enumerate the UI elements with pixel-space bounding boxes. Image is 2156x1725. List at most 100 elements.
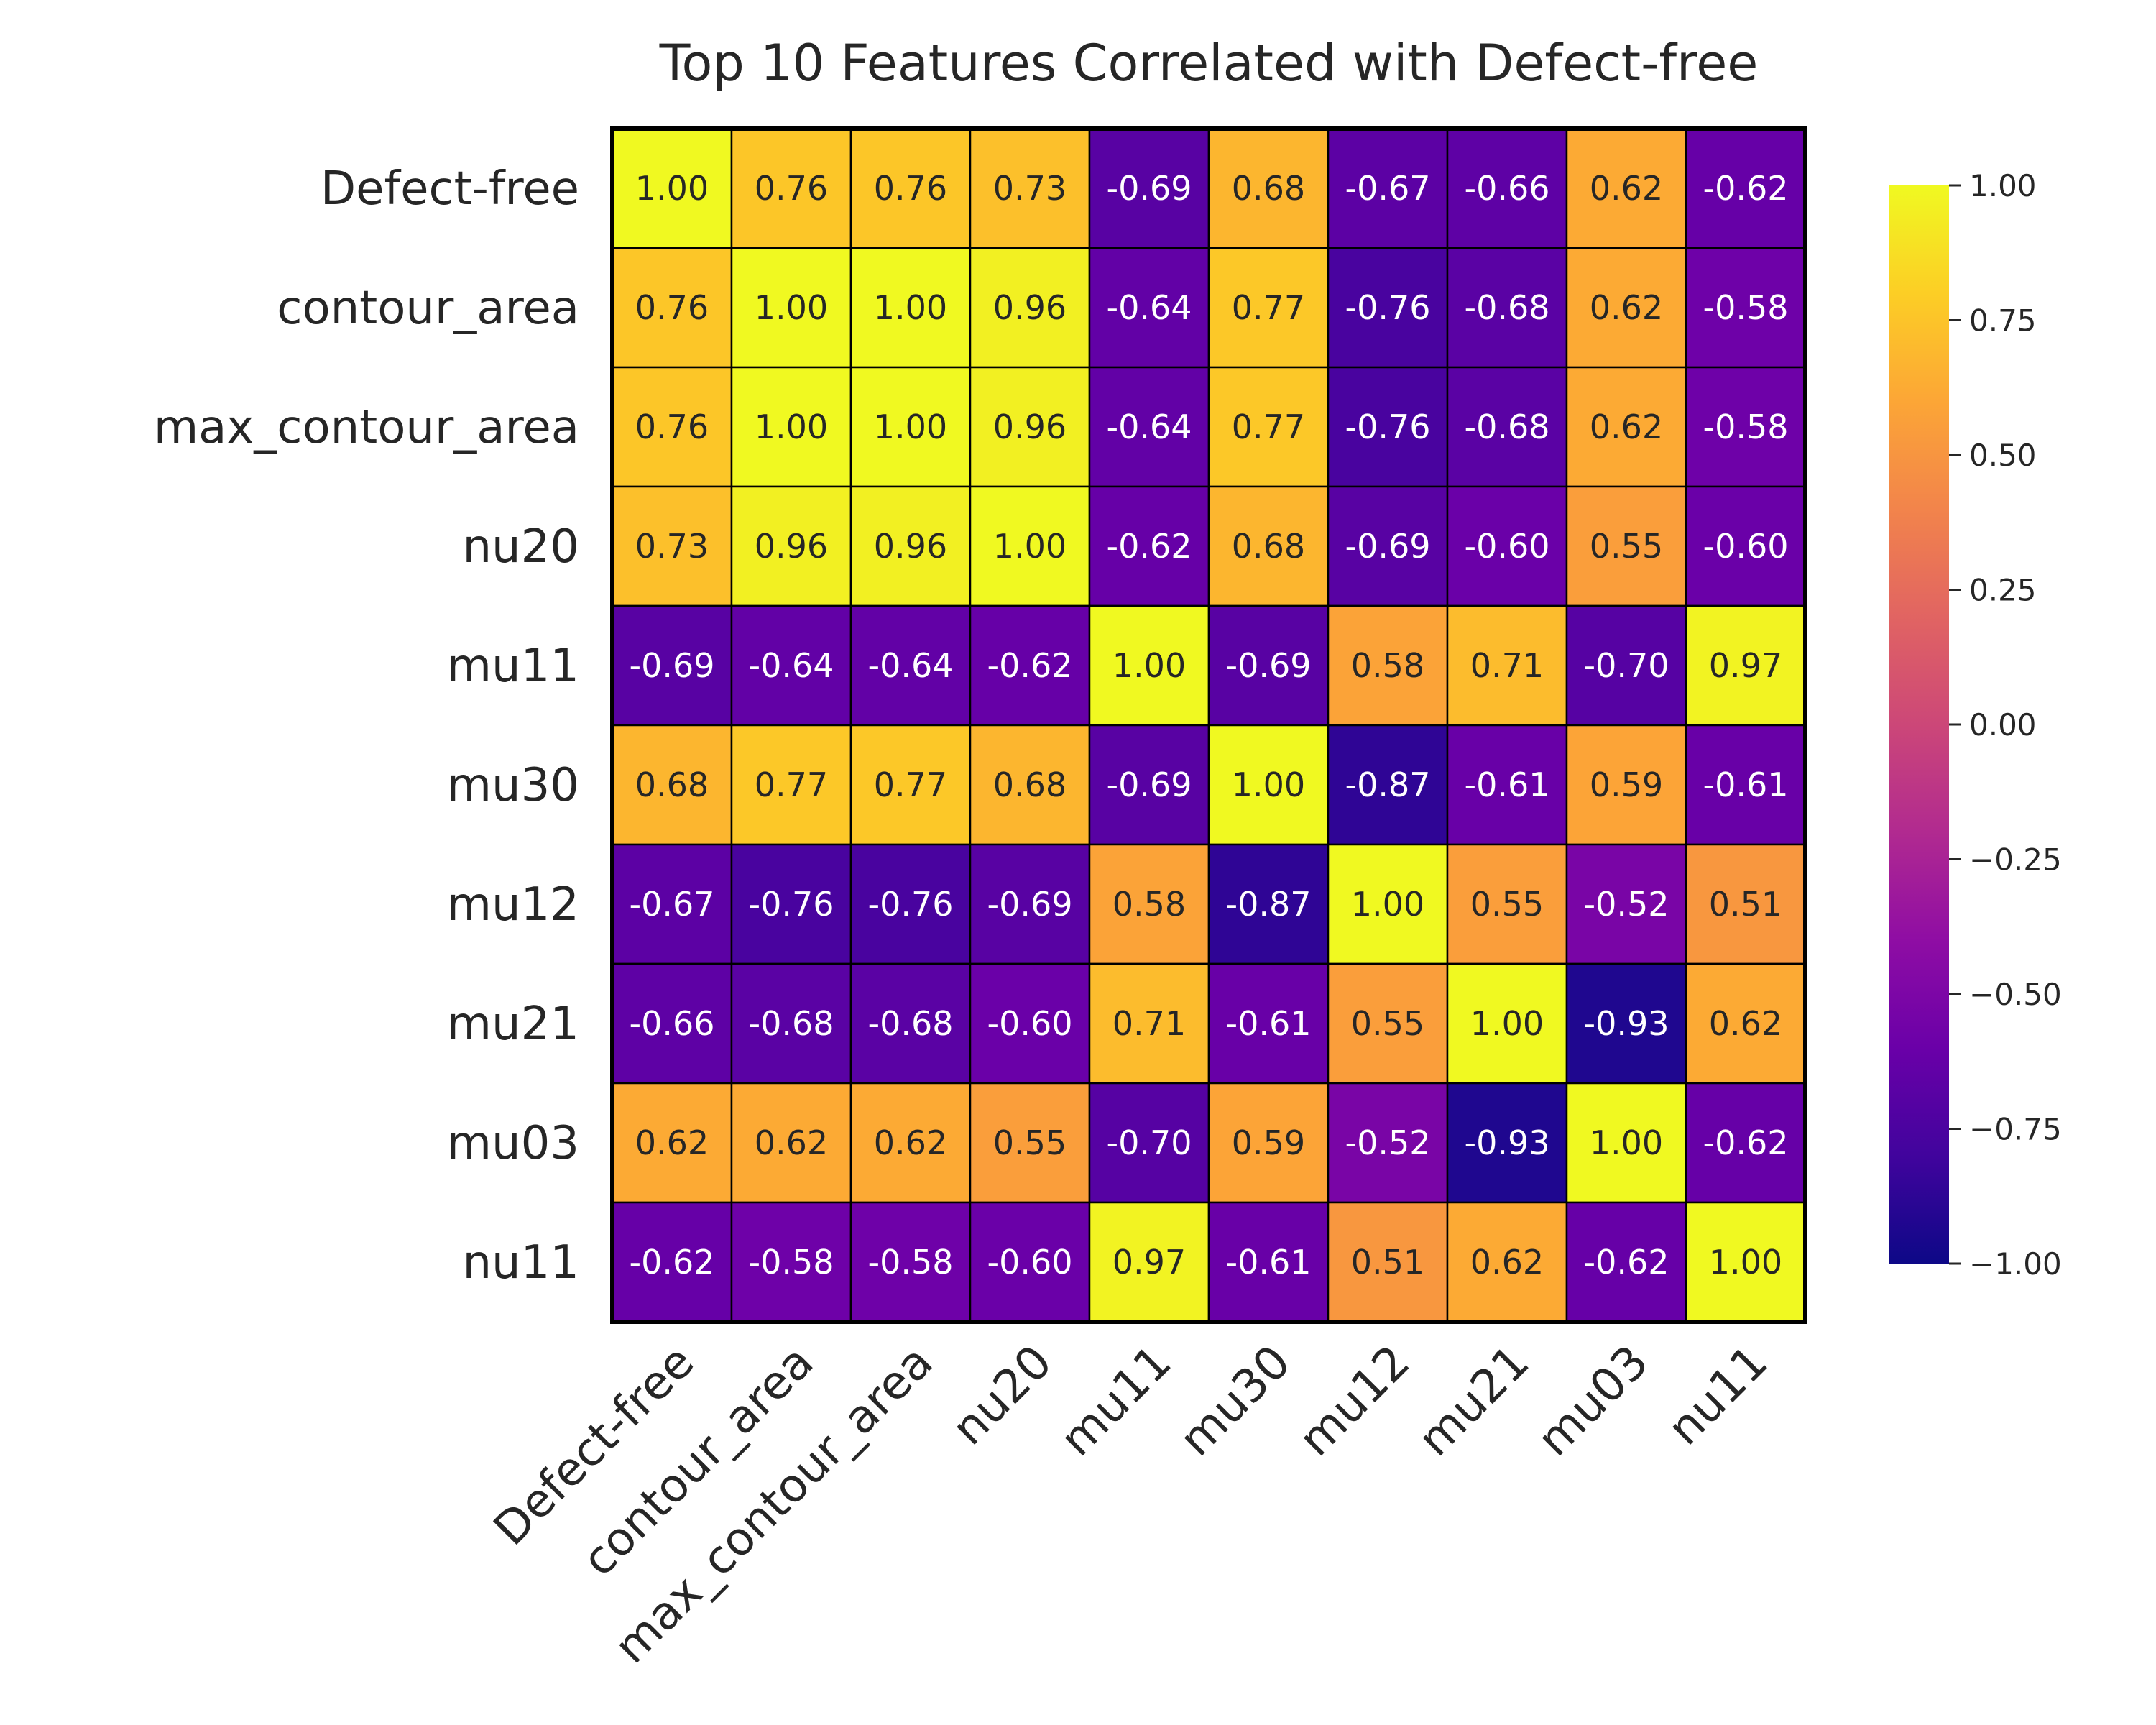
cell-value-label: 0.73 bbox=[993, 169, 1067, 208]
heatmap-cell bbox=[849, 604, 972, 727]
cell-value-label: -0.70 bbox=[1106, 1123, 1192, 1162]
cell-value-label: -0.58 bbox=[748, 1243, 834, 1282]
cell-value-label: 0.51 bbox=[1351, 1243, 1424, 1282]
heatmap-cell bbox=[730, 366, 852, 488]
cell-value-label: -0.62 bbox=[1703, 169, 1788, 208]
cell-value-label: 1.00 bbox=[635, 169, 709, 208]
cell-value-label: -0.69 bbox=[987, 885, 1072, 924]
cell-value-label: -0.70 bbox=[1583, 646, 1669, 685]
x-tick-label: nu11 bbox=[1658, 1335, 1778, 1455]
x-tick-label: mu30 bbox=[1170, 1335, 1302, 1467]
colorbar-tick-label: 0.75 bbox=[1969, 303, 2037, 339]
cell-value-label: -0.69 bbox=[1225, 646, 1311, 685]
x-tick-label: nu20 bbox=[942, 1335, 1062, 1455]
cell-value-label: 0.62 bbox=[874, 1123, 947, 1162]
heatmap-cell bbox=[611, 843, 733, 965]
heatmap-frame bbox=[610, 126, 1807, 1324]
cell-value-label: -0.64 bbox=[1106, 288, 1192, 327]
heatmap-cell bbox=[1685, 127, 1807, 249]
cell-value-label: 0.58 bbox=[1351, 646, 1424, 685]
heatmap-cell bbox=[1207, 485, 1330, 607]
heatmap-cell bbox=[1446, 1082, 1568, 1204]
colorbar-tick-label: −1.00 bbox=[1969, 1246, 2062, 1282]
heatmap-cell bbox=[1207, 724, 1330, 846]
cell-value-label: 0.96 bbox=[993, 408, 1067, 446]
heatmap-cell bbox=[1327, 247, 1449, 369]
heatmap-cell bbox=[730, 127, 852, 249]
heatmap-cell bbox=[969, 1082, 1091, 1204]
y-tick-label: mu03 bbox=[447, 1117, 579, 1170]
heatmap-cell bbox=[1327, 485, 1449, 607]
cell-value-label: 0.68 bbox=[1232, 527, 1305, 566]
y-axis-labels: Defect-free contour_area max_contour_arean… bbox=[154, 162, 579, 1289]
heatmap-cell bbox=[969, 843, 1091, 965]
heatmap-cell bbox=[1327, 1082, 1449, 1204]
cell-value-label: -0.76 bbox=[1345, 408, 1430, 446]
cell-value-label: 0.55 bbox=[1351, 1004, 1424, 1043]
x-tick-label: mu21 bbox=[1409, 1335, 1540, 1467]
heatmap-cell bbox=[1565, 724, 1687, 846]
cell-value-label: -0.61 bbox=[1225, 1004, 1311, 1043]
cell-value-label: -0.60 bbox=[1703, 527, 1788, 566]
cell-value-label: -0.61 bbox=[1464, 765, 1549, 804]
cell-value-label: -0.58 bbox=[1703, 408, 1788, 446]
cell-value-label: -0.68 bbox=[1464, 408, 1549, 446]
heatmap-cell bbox=[1565, 247, 1687, 369]
cell-value-label: -0.60 bbox=[987, 1243, 1072, 1282]
heatmap-cell bbox=[730, 247, 852, 369]
heatmap-cell bbox=[849, 962, 972, 1085]
cell-value-label: -0.67 bbox=[1345, 169, 1430, 208]
heatmap-cell bbox=[969, 962, 1091, 1085]
heatmap-cell bbox=[1327, 366, 1449, 488]
cell-value-label: 1.00 bbox=[1232, 765, 1305, 804]
cell-value-label: 0.76 bbox=[635, 408, 709, 446]
heatmap-cell bbox=[1685, 604, 1807, 727]
colorbar-tick-label: 1.00 bbox=[1969, 168, 2037, 203]
heatmap-cell bbox=[1088, 604, 1210, 727]
cell-value-label: 0.68 bbox=[635, 765, 709, 804]
heatmap-cell bbox=[1446, 1201, 1568, 1323]
y-tick-label: mu12 bbox=[447, 878, 579, 932]
heatmap-cell bbox=[969, 724, 1091, 846]
y-tick-label: nu11 bbox=[462, 1236, 579, 1289]
x-tick-label: mu11 bbox=[1051, 1335, 1182, 1467]
cell-value-label: 0.51 bbox=[1709, 885, 1782, 924]
cell-value-label: -0.64 bbox=[748, 646, 834, 685]
heatmap-cell bbox=[1207, 962, 1330, 1085]
heatmap-cell bbox=[1565, 366, 1687, 488]
heatmap-cell bbox=[1565, 604, 1687, 727]
colorbar: 1.00 0.75 0.50 0.25 0.00 −0.25 −0.50 −0.75 −1.00 bbox=[1889, 168, 2062, 1282]
heatmap-cell bbox=[849, 1082, 972, 1204]
heatmap-cell bbox=[611, 127, 733, 249]
heatmap-cell bbox=[1088, 1201, 1210, 1323]
x-tick-label: mu12 bbox=[1289, 1335, 1421, 1467]
cell-value-label: 0.73 bbox=[635, 527, 709, 566]
cell-value-label: 0.62 bbox=[1709, 1004, 1782, 1043]
y-tick-label: mu30 bbox=[447, 759, 579, 812]
colorbar-tick-label: 0.50 bbox=[1969, 438, 2037, 473]
cell-value-label: 0.77 bbox=[1232, 408, 1305, 446]
heatmap-cell bbox=[1565, 843, 1687, 965]
heatmap-cell bbox=[849, 724, 972, 846]
cell-value-label: -0.76 bbox=[748, 885, 834, 924]
heatmap-cell bbox=[1446, 843, 1568, 965]
heatmap-cell bbox=[1685, 843, 1807, 965]
cell-value-label: 0.77 bbox=[874, 765, 947, 804]
heatmap-cell bbox=[1088, 962, 1210, 1085]
cell-value-label: -0.52 bbox=[1583, 885, 1669, 924]
heatmap-cell bbox=[1327, 962, 1449, 1085]
cell-value-label: -0.93 bbox=[1583, 1004, 1669, 1043]
cell-value-label: -0.93 bbox=[1464, 1123, 1549, 1162]
heatmap-cell bbox=[611, 485, 733, 607]
colorbar-tick-label: 0.25 bbox=[1969, 573, 2037, 608]
cell-value-label: 0.77 bbox=[1232, 288, 1305, 327]
cell-value-label: -0.62 bbox=[1703, 1123, 1788, 1162]
x-tick-label: mu03 bbox=[1528, 1335, 1659, 1467]
heatmap-cell bbox=[1446, 366, 1568, 488]
y-tick-label: max_contour_area bbox=[154, 401, 579, 454]
heatmap-cell bbox=[1088, 724, 1210, 846]
cell-value-label: 0.96 bbox=[993, 288, 1067, 327]
cell-value-label: 0.62 bbox=[755, 1123, 828, 1162]
heatmap-cell bbox=[1327, 604, 1449, 727]
heatmap-cell bbox=[1685, 1201, 1807, 1323]
